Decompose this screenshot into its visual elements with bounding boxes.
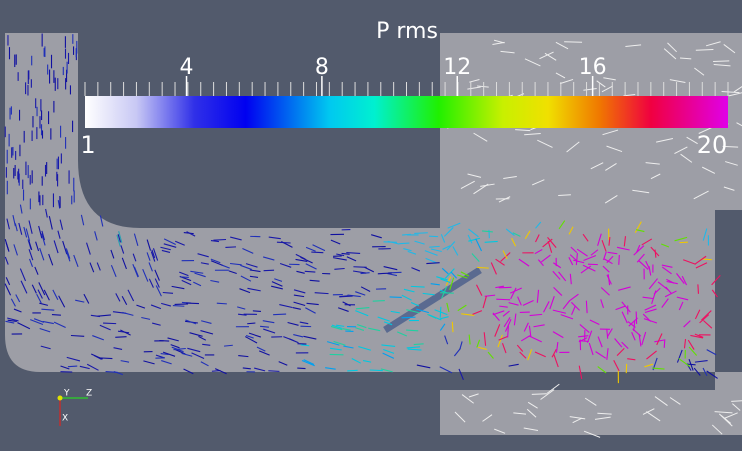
vector: [247, 323, 255, 324]
vector: [399, 243, 409, 244]
vector: [619, 255, 620, 265]
vector: [586, 301, 587, 313]
vector: [411, 286, 425, 287]
vector: [181, 277, 189, 278]
vector: [378, 273, 392, 274]
page: P rms 1 20 Y Z X 481216 (() => { const d…: [0, 0, 742, 451]
x-label: X: [62, 414, 68, 424]
vector: [406, 330, 418, 331]
colorbar-max: 20: [697, 131, 728, 159]
render-view: P rms 1 20 Y Z X 4 8 12 16: [0, 0, 742, 451]
vector: [175, 304, 188, 305]
z-label: Z: [86, 389, 92, 399]
colorbar-gradient: [85, 96, 728, 128]
vector: [115, 337, 126, 338]
vector: [713, 61, 729, 62]
vector: [68, 366, 77, 367]
vector: [297, 368, 305, 369]
vector: [213, 240, 226, 241]
y-axis: [58, 396, 63, 401]
tick-label: 16: [579, 55, 607, 80]
vector: [305, 271, 316, 272]
y-label: Y: [63, 389, 70, 399]
colorbar-title: P rms: [376, 19, 438, 44]
vector: [731, 401, 742, 402]
vector: [496, 299, 510, 300]
vector: [217, 303, 227, 304]
vector: [532, 394, 547, 395]
vector: [508, 326, 509, 338]
tick-label: 12: [443, 55, 471, 80]
vector: [370, 370, 383, 371]
vector: [253, 311, 261, 312]
vector: [353, 267, 366, 268]
vector: [99, 358, 112, 359]
vector: [52, 315, 61, 316]
vector: [414, 344, 424, 345]
tick-label: 4: [180, 55, 194, 80]
vector: [414, 233, 428, 234]
vector: [499, 287, 512, 288]
vector: [311, 252, 323, 253]
vector: [402, 317, 416, 318]
vector: [268, 371, 279, 372]
vector: [664, 339, 665, 348]
vector: [103, 323, 116, 324]
vector: [173, 306, 184, 307]
vector: [347, 370, 357, 371]
vector: [373, 301, 385, 302]
vector: [273, 314, 286, 315]
tick-label: 8: [315, 55, 329, 80]
vector: [698, 284, 699, 293]
vector: [225, 247, 236, 248]
colorbar-min: 1: [80, 131, 95, 159]
vector: [452, 322, 453, 332]
vector: [159, 341, 169, 342]
vector: [477, 267, 489, 268]
